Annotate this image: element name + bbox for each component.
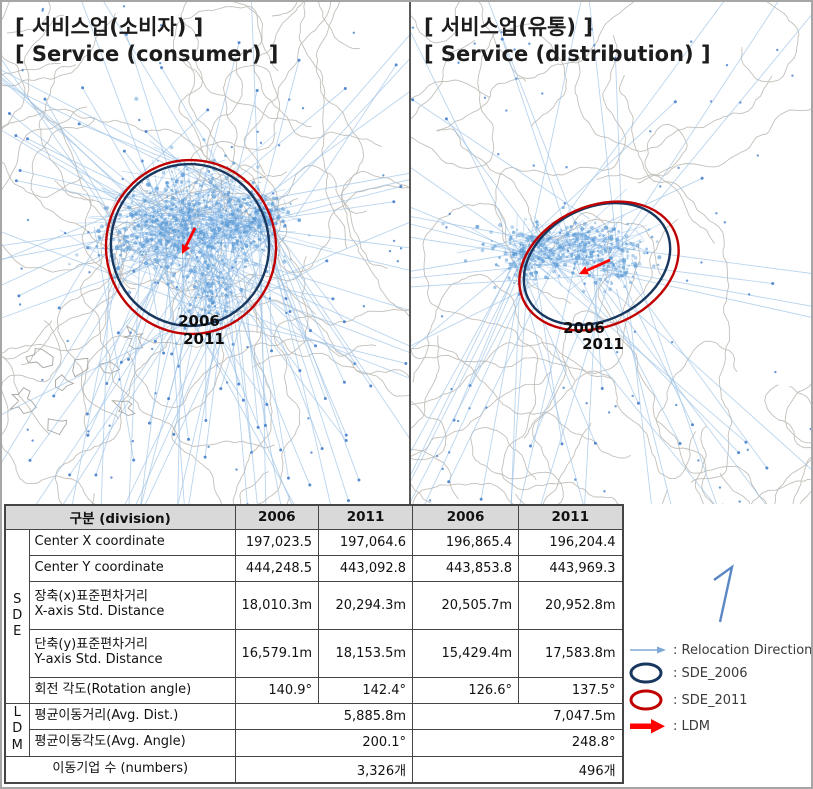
row-label-yaxis-std: 단축(y)표준편차거리 Y-axis Std. Distance xyxy=(28,628,236,678)
panel-title-consumer-en: [ Service (consumer) ] xyxy=(15,42,279,67)
cell-value: 196,204.4 xyxy=(518,528,624,556)
cell-value: 20,505.7m xyxy=(412,580,520,630)
row-label-center-y: Center Y coordinate xyxy=(28,554,236,582)
legend-label: : SDE_2011 xyxy=(673,692,748,708)
sde-2011-year-label: 2011 xyxy=(183,330,225,348)
table-row: L D M 평균이동거리(Avg. Dist.) 5,885.8m 7,047.… xyxy=(4,702,624,757)
sde-statistics-table: 구분 (division) 2006 2011 2006 2011 S D E … xyxy=(4,504,624,784)
map-panel-service-consumer: 2006 2011 [ 서비스업(소비자) ] [ Service (consum… xyxy=(2,2,409,504)
ldm-arrow-head xyxy=(579,266,590,275)
cell-value: 20,294.3m xyxy=(318,580,414,630)
cell-value: 443,092.8 xyxy=(318,554,414,582)
cell-value: 20,952.8m xyxy=(518,580,624,630)
legend-label: : LDM xyxy=(673,718,710,734)
cell-value-merged: 3,326개 xyxy=(234,755,414,784)
table-row: 회전 각도(Rotation angle) 140.9° 142.4° 126.… xyxy=(5,676,624,704)
cell-value: 140.9° xyxy=(234,676,320,704)
table-row: 평균이동각도(Avg. Angle) 200.1° 248.8° xyxy=(5,728,624,757)
legend-label: : SDE_2006 xyxy=(673,665,748,681)
panel-title-consumer: [ 서비스업(소비자) ] [ Service (consumer) ] xyxy=(15,14,278,69)
cell-value: 142.4° xyxy=(318,676,414,704)
legend-label: : Relocation Direction xyxy=(673,642,813,658)
legend-item-sde-2006: : SDE_2006 xyxy=(628,661,748,685)
table-row: 단축(y)표준편차거리 Y-axis Std. Distance 16,579.… xyxy=(5,628,624,678)
cell-value: 443,853.8 xyxy=(412,554,520,582)
row-label-xaxis-std: 장축(x)표준편차거리 X-axis Std. Distance xyxy=(28,580,236,630)
group-label-sde: S D E xyxy=(4,528,30,704)
cell-value: 15,429.4m xyxy=(412,628,520,678)
sde-2011-ellipse xyxy=(518,200,680,332)
sde-2011-ellipse xyxy=(104,158,278,336)
cell-value: 16,579.1m xyxy=(234,628,320,678)
panel-title-distribution: [ 서비스업(유통) ] [ Service (distribution) ] xyxy=(424,14,711,69)
ldm-arrow-icon xyxy=(630,719,665,734)
cell-value-merged: 200.1° xyxy=(234,728,414,757)
panel-title-consumer-ko: [ 서비스업(소비자) ] xyxy=(15,15,204,39)
sde-2011-ellipse-icon xyxy=(629,689,663,711)
cell-value: 18,153.5m xyxy=(318,628,414,678)
legend: : Relocation Direction : SDE_2006 : SDE_… xyxy=(622,504,811,787)
table-row: S D E Center X coordinate 197,023.5 197,… xyxy=(4,528,624,704)
cell-value: 444,248.5 xyxy=(234,554,320,582)
cell-value-merged: 496개 xyxy=(412,755,624,784)
row-label-avg-angle: 평균이동각도(Avg. Angle) xyxy=(28,728,236,757)
table-row: Center Y coordinate 444,248.5 443,092.8 … xyxy=(5,554,624,582)
ldm-arrow xyxy=(586,258,611,272)
ldm-arrow-head xyxy=(182,243,191,254)
cell-value: 17,583.8m xyxy=(518,628,624,678)
cell-value: 196,865.4 xyxy=(412,528,520,556)
row-label-rotation: 회전 각도(Rotation angle) xyxy=(28,676,236,704)
cell-value: 18,010.3m xyxy=(234,580,320,630)
sde-2006-ellipse-icon xyxy=(629,662,663,684)
group-label-ldm: L D M xyxy=(4,702,30,757)
panel-divider xyxy=(409,2,411,504)
relocation-arrow-icon xyxy=(630,646,666,654)
legend-item-ldm: : LDM xyxy=(628,714,710,738)
sde-2011-year-label: 2011 xyxy=(582,335,624,353)
panel-title-distribution-ko: [ 서비스업(유통) ] xyxy=(424,15,593,39)
cell-value-merged: 248.8° xyxy=(412,728,624,757)
legend-item-relocation: : Relocation Direction xyxy=(628,638,813,662)
cell-value: 137.5° xyxy=(518,676,624,704)
table-row: 이동기업 수 (numbers) 3,326개 496개 xyxy=(4,755,624,784)
header-2011-right: 2011 xyxy=(518,504,624,530)
row-label-firm-count: 이동기업 수 (numbers) xyxy=(4,755,236,784)
table-row: 장축(x)표준편차거리 X-axis Std. Distance 18,010.… xyxy=(5,580,624,630)
sde-2006-ellipse xyxy=(109,162,271,328)
header-2006-left: 2006 xyxy=(234,504,320,530)
ldm-arrow xyxy=(184,227,197,247)
sde-2006-year-label: 2006 xyxy=(178,312,220,330)
cell-value: 443,969.3 xyxy=(518,554,624,582)
header-2006-right: 2006 xyxy=(412,504,520,530)
map-panel-service-distribution: 2006 2011 [ 서비스업(유통) ] [ Service (distrib… xyxy=(411,2,811,504)
panel-title-distribution-en: [ Service (distribution) ] xyxy=(424,42,711,67)
cell-value: 126.6° xyxy=(412,676,520,704)
legend-item-sde-2011: : SDE_2011 xyxy=(628,688,748,712)
table-header-row: 구분 (division) 2006 2011 2006 2011 xyxy=(4,504,624,530)
sde-2006-ellipse xyxy=(522,201,672,327)
cell-value-merged: 5,885.8m xyxy=(234,702,414,730)
sde-2006-year-label: 2006 xyxy=(563,319,605,337)
row-label-avg-dist: 평균이동거리(Avg. Dist.) xyxy=(28,702,236,730)
cell-value: 197,064.6 xyxy=(318,528,414,556)
cell-value: 197,023.5 xyxy=(234,528,320,556)
header-2011-left: 2011 xyxy=(318,504,414,530)
row-label-center-x: Center X coordinate xyxy=(28,528,236,556)
cell-value-merged: 7,047.5m xyxy=(412,702,624,730)
header-division: 구분 (division) xyxy=(4,504,236,530)
